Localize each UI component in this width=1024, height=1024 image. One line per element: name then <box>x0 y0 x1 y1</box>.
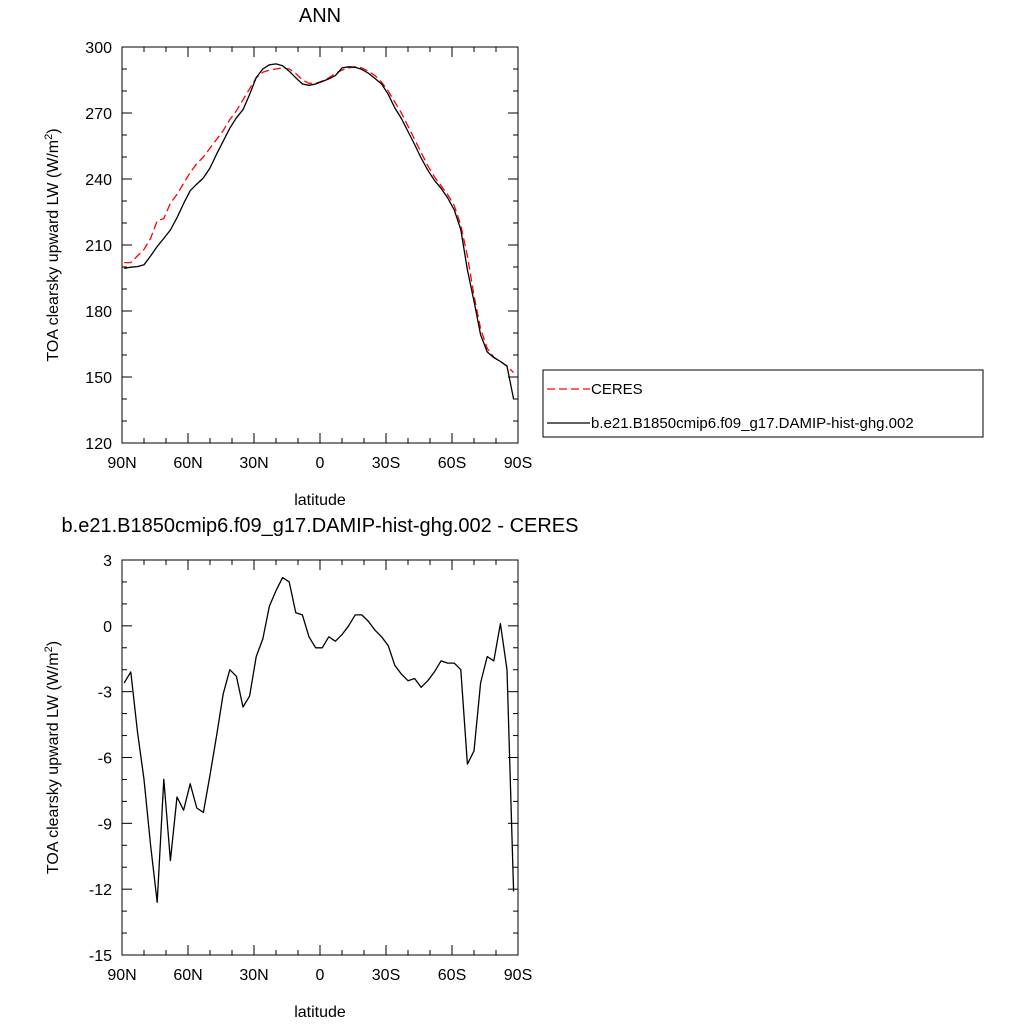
bottom-chart-y-axis-label: TOA clearsky upward LW (W/m2) <box>43 641 62 874</box>
bottom-y-tick-label: -9 <box>98 816 112 833</box>
top-chart-x-axis-label: latitude <box>294 492 346 509</box>
bottom-y-tick-label: 3 <box>103 553 112 570</box>
top-x-tick-label: 30S <box>372 455 400 472</box>
top-y-tick-label: 150 <box>85 370 112 387</box>
bottom-y-tick-label: -15 <box>89 948 112 965</box>
bottom-x-tick-label: 90N <box>107 967 136 984</box>
bottom-x-tick-label: 60N <box>173 967 202 984</box>
bottom-chart-y-axis-label-close: ) <box>45 641 62 646</box>
top-chart-panel: ANN 90N 60N 30N 0 30S 60S 90S 120 150 180 210 240 27… <box>43 5 532 509</box>
bottom-chart-axes: 90N 60N 30N 0 30S 60S 90S -15 -12 -9 -6 -3 0 3 <box>89 553 532 984</box>
bottom-chart-panel: b.e21.B1850cmip6.f09_g17.DAMIP-hist-ghg.… <box>43 515 578 1021</box>
legend-label-model: b.e21.B1850cmip6.f09_g17.DAMIP-hist-ghg.… <box>591 415 914 432</box>
bottom-chart-title: b.e21.B1850cmip6.f09_g17.DAMIP-hist-ghg.… <box>62 515 579 537</box>
bottom-y-tick-label: -12 <box>89 882 112 899</box>
top-chart-title: ANN <box>299 5 341 27</box>
top-x-tick-label: 30N <box>239 455 268 472</box>
top-x-tick-label: 60N <box>173 455 202 472</box>
bottom-chart-y-axis-label-main: TOA clearsky upward LW (W/m <box>45 652 62 874</box>
top-y-tick-label: 120 <box>85 436 112 453</box>
top-y-tick-label: 300 <box>85 40 112 57</box>
top-y-tick-label: 210 <box>85 238 112 255</box>
top-chart-y-axis-label-superscript: 2 <box>43 134 55 140</box>
bottom-x-tick-label: 0 <box>316 967 325 984</box>
legend: CERES b.e21.B1850cmip6.f09_g17.DAMIP-his… <box>542 369 984 438</box>
legend-label-ceres: CERES <box>591 381 643 398</box>
top-chart-series <box>124 63 515 400</box>
bottom-x-tick-label: 30N <box>239 967 268 984</box>
bottom-chart-x-axis-label: latitude <box>294 1004 346 1021</box>
top-y-tick-label: 270 <box>85 106 112 123</box>
top-x-tick-label: 0 <box>316 455 325 472</box>
bottom-chart-frame <box>121 559 519 956</box>
bottom-x-tick-label: 30S <box>372 967 400 984</box>
bottom-chart-series <box>123 576 515 903</box>
top-chart-y-axis-label: TOA clearsky upward LW (W/m2) <box>43 128 62 361</box>
top-y-tick-label: 240 <box>85 172 112 189</box>
bottom-x-tick-label: 60S <box>438 967 466 984</box>
bottom-y-tick-label: -6 <box>98 751 112 768</box>
top-chart-y-axis-label-close: ) <box>45 128 62 133</box>
top-x-tick-label: 90S <box>504 455 532 472</box>
bottom-chart-y-axis-label-superscript: 2 <box>43 646 55 652</box>
bottom-x-tick-label: 90S <box>504 967 532 984</box>
top-chart-axes: 90N 60N 30N 0 30S 60S 90S 120 150 180 210 240 270 300 <box>85 40 532 472</box>
top-chart-frame <box>121 46 519 444</box>
top-x-tick-label: 90N <box>107 455 136 472</box>
top-series-line-0 <box>124 66 515 374</box>
bottom-y-tick-label: -3 <box>98 685 112 702</box>
top-series-line-1 <box>124 63 515 400</box>
top-y-tick-label: 180 <box>85 304 112 321</box>
top-chart-y-axis-label-main: TOA clearsky upward LW (W/m <box>45 140 62 362</box>
top-x-tick-label: 60S <box>438 455 466 472</box>
bottom-series-line-0 <box>123 576 515 903</box>
legend-box <box>542 369 984 438</box>
bottom-y-tick-label: 0 <box>103 619 112 636</box>
